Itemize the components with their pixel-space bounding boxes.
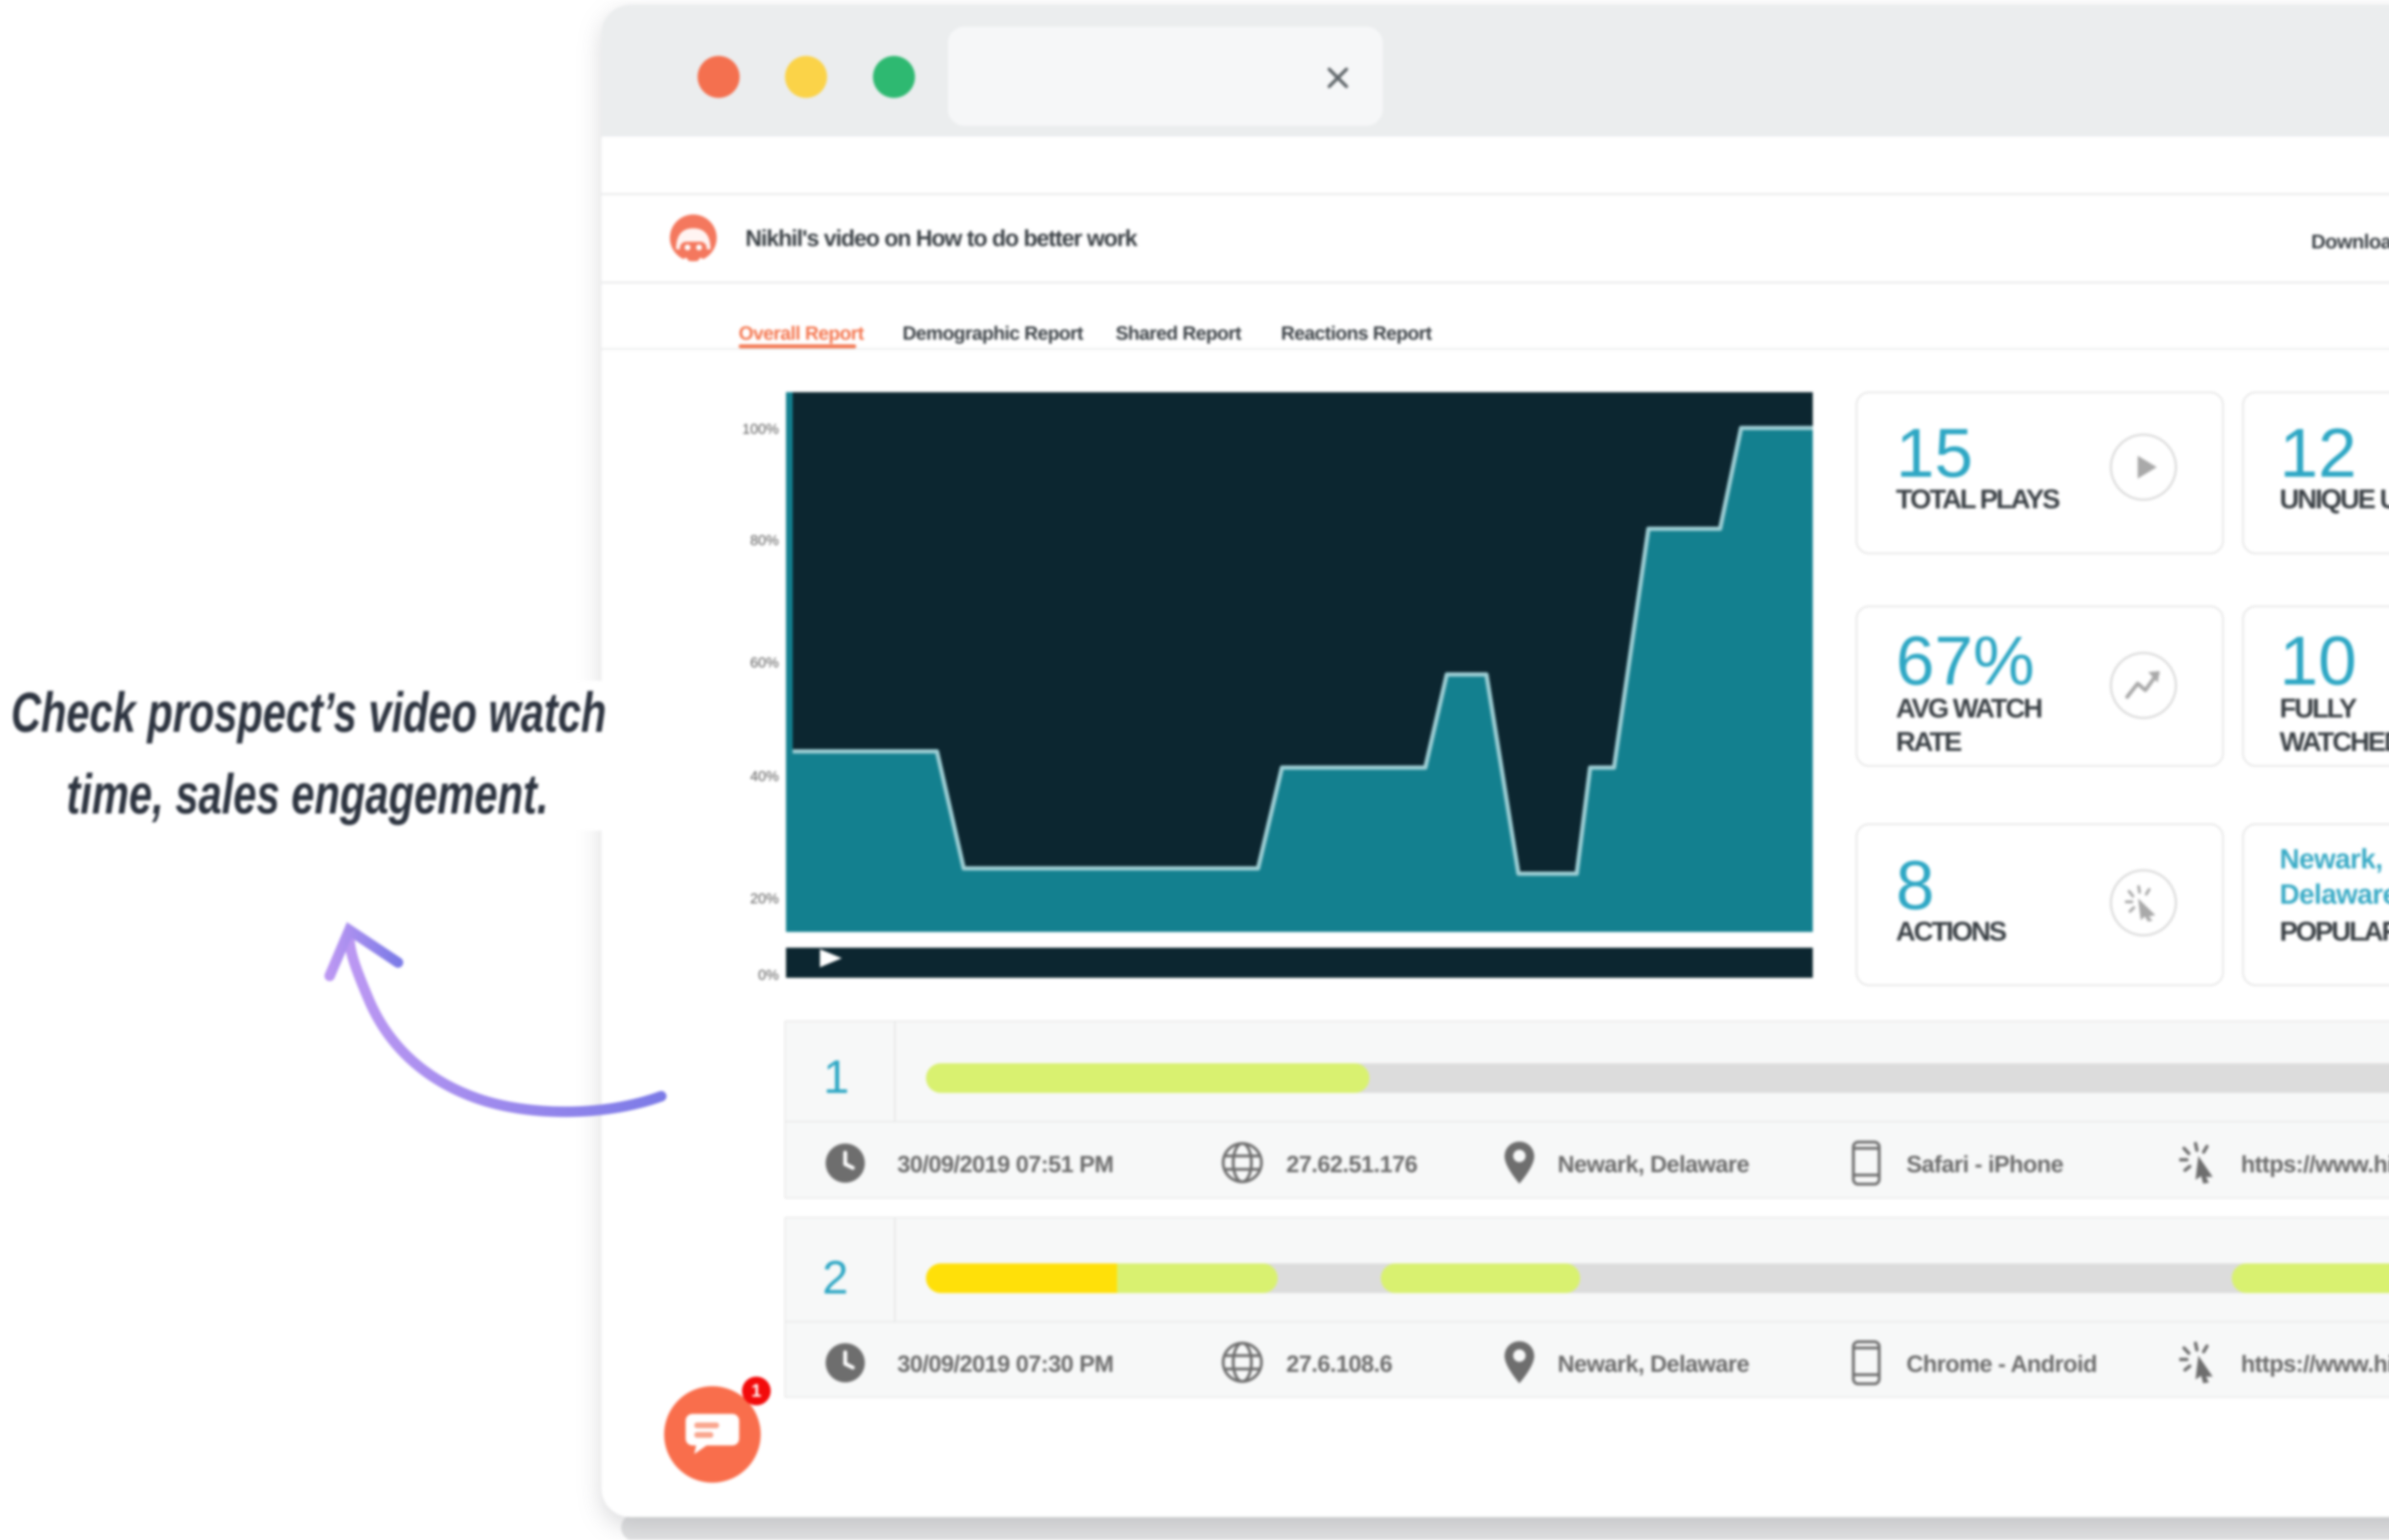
svg-text:Check prospect’s video watch: Check prospect’s video watch bbox=[11, 681, 606, 744]
svg-text:time, sales engagement.: time, sales engagement. bbox=[66, 763, 549, 826]
